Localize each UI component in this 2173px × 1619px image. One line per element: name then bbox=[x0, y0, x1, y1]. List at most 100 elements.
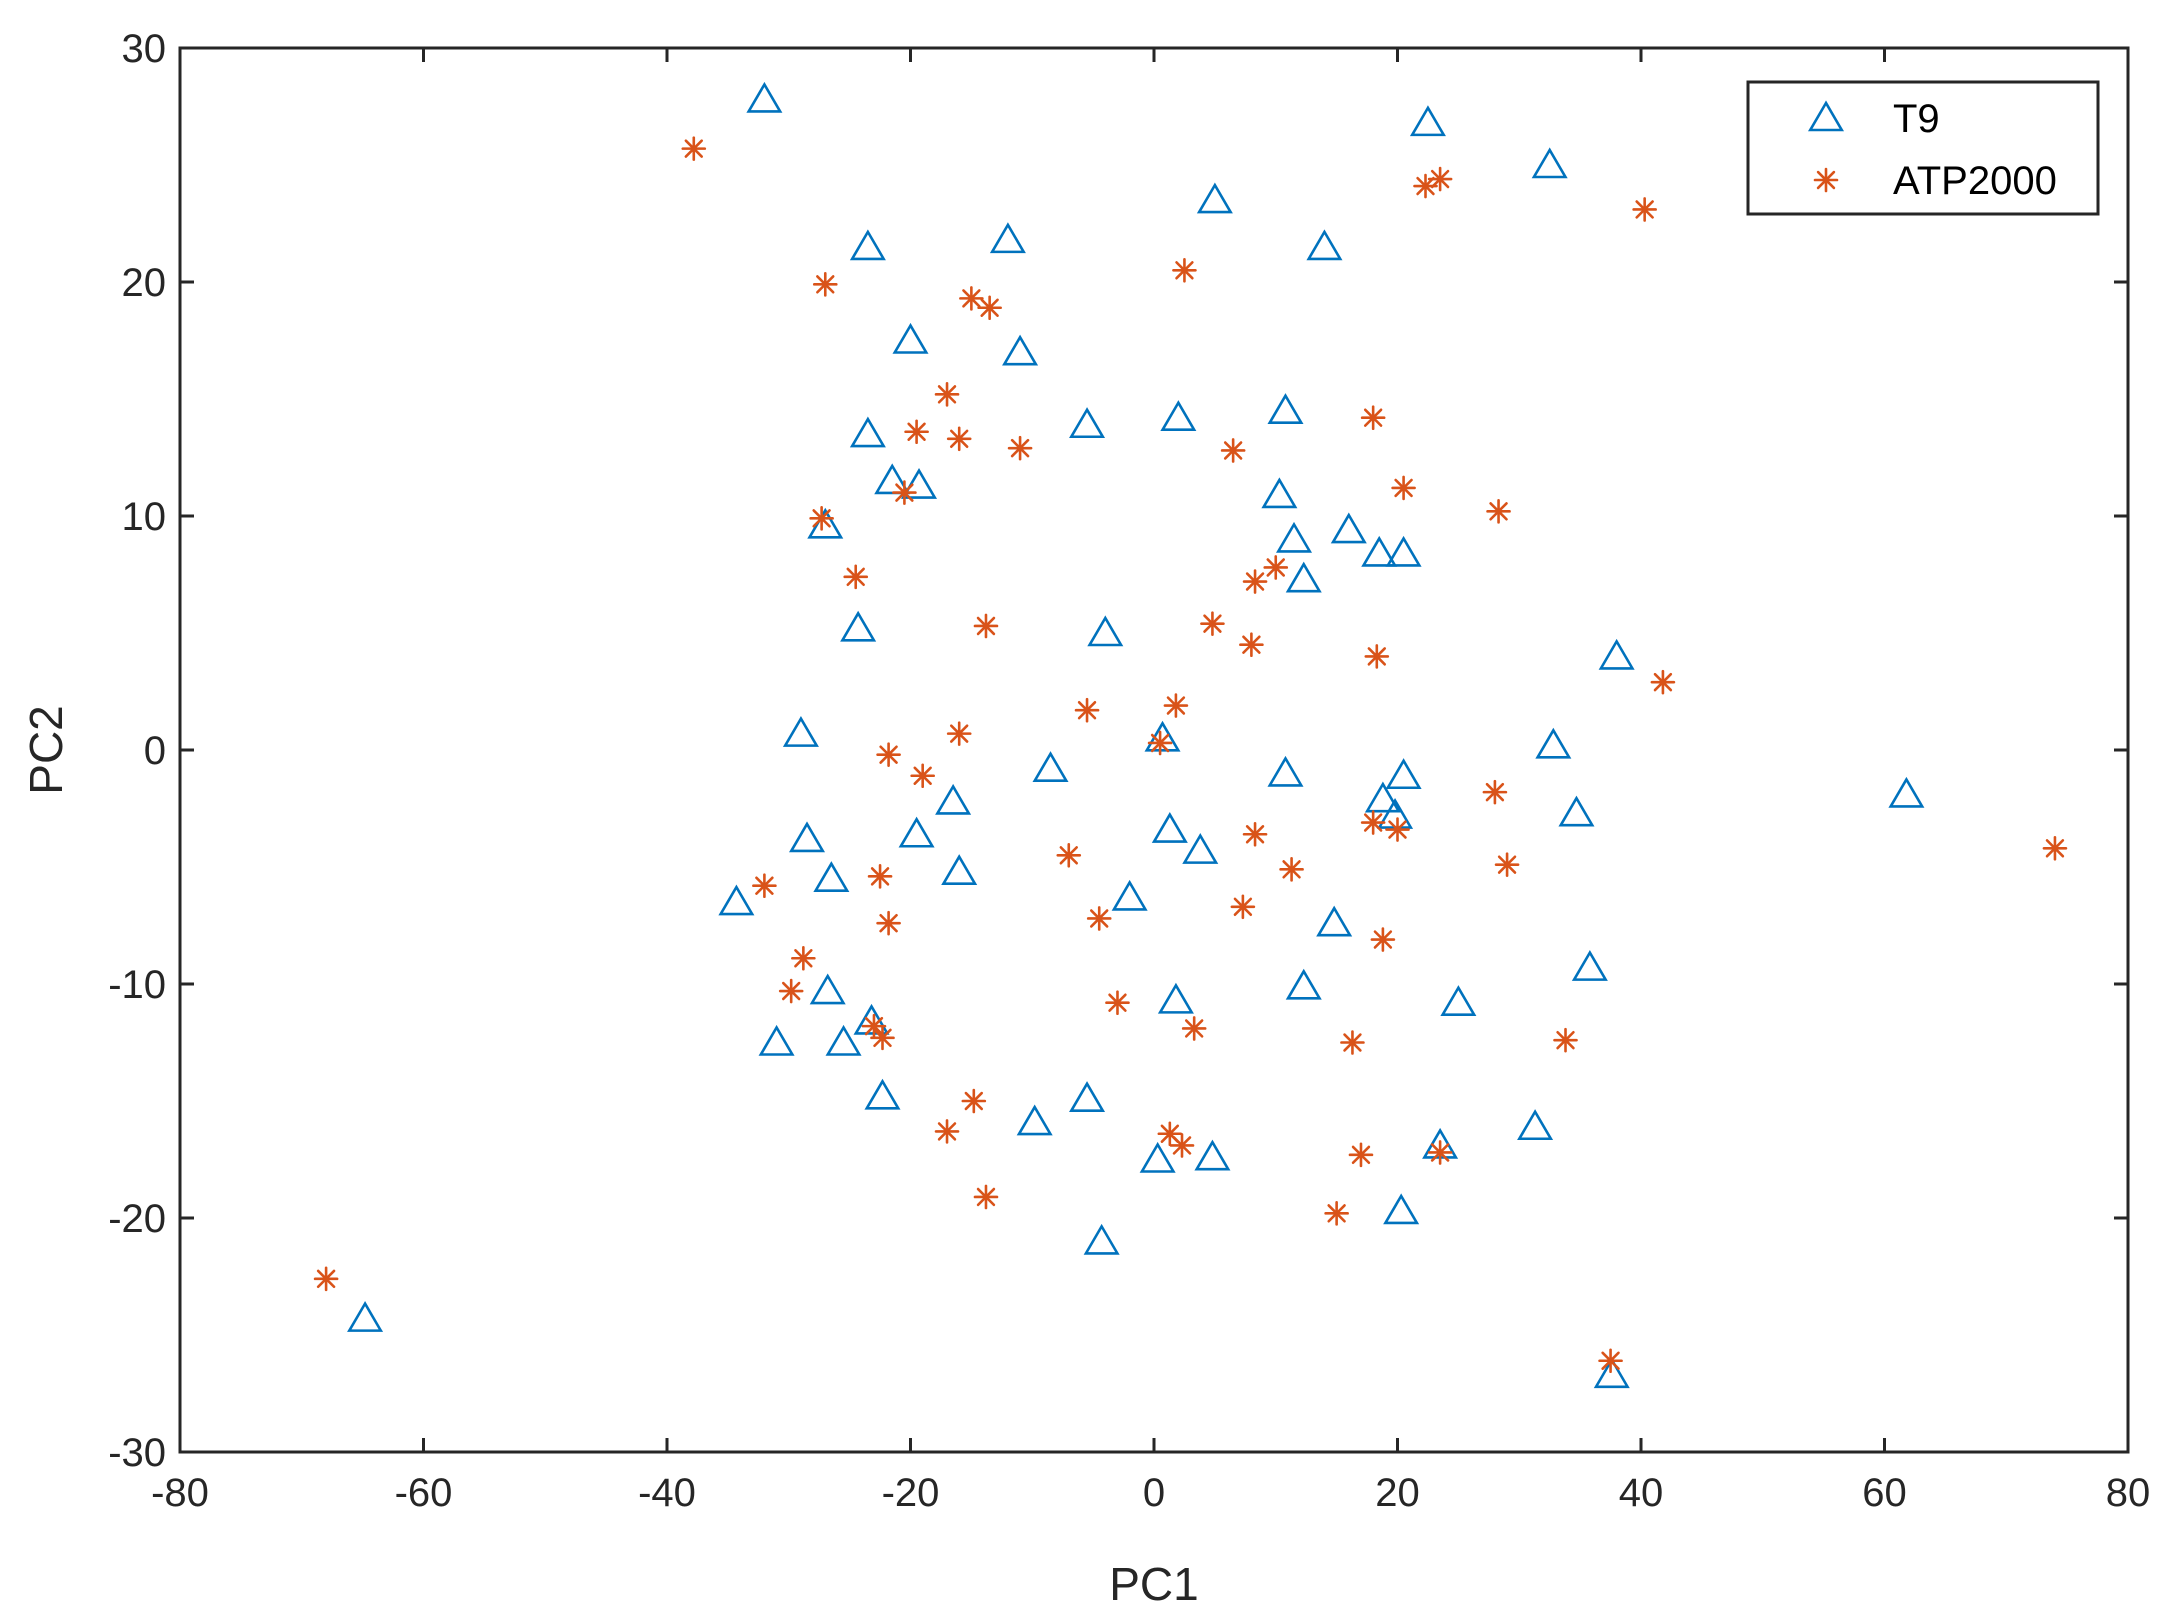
axis-ticks: -80 -60 -40 -20 0 20 40 60 80 -30 -20 -10 0 10 20 30 bbox=[108, 27, 2150, 1515]
data-point-triangle bbox=[1261, 477, 1298, 509]
data-point-triangle bbox=[1267, 755, 1304, 787]
data-point-asterisk bbox=[1220, 438, 1246, 463]
data-point-asterisk bbox=[1239, 632, 1264, 658]
data-point-asterisk bbox=[870, 1025, 895, 1051]
data-point-asterisk bbox=[1360, 810, 1386, 835]
data-point-asterisk bbox=[1324, 1201, 1349, 1226]
data-point-triangle bbox=[1157, 982, 1194, 1014]
data-point-asterisk bbox=[1181, 1016, 1207, 1041]
data-point-asterisk bbox=[1230, 894, 1256, 920]
data-point-triangle bbox=[1182, 833, 1219, 864]
x-axis-label: PC1 bbox=[1109, 1558, 1198, 1610]
data-point-triangle bbox=[1531, 147, 1568, 179]
data-point-asterisk bbox=[861, 1013, 887, 1039]
data-point-triangle bbox=[809, 973, 846, 1005]
data-point-asterisk bbox=[946, 721, 972, 746]
data-point-asterisk bbox=[1413, 173, 1438, 199]
series-1 bbox=[313, 136, 2068, 1374]
data-point-triangle bbox=[1069, 407, 1106, 439]
data-point-asterisk bbox=[1348, 1142, 1374, 1168]
data-point-triangle bbox=[941, 854, 978, 885]
data-point-asterisk bbox=[867, 864, 893, 889]
data-point-triangle bbox=[1267, 393, 1304, 425]
data-point-asterisk bbox=[812, 272, 838, 297]
data-point-triangle bbox=[1139, 1141, 1176, 1173]
data-point-asterisk bbox=[961, 1088, 987, 1114]
data-point-asterisk bbox=[1385, 817, 1410, 842]
data-point-asterisk bbox=[1486, 499, 1511, 524]
x-tick-label: 40 bbox=[1619, 1471, 1664, 1515]
data-point-triangle bbox=[1364, 781, 1401, 813]
data-point-asterisk bbox=[809, 506, 834, 531]
legend-marker-asterisk bbox=[1813, 167, 1839, 193]
data-point-asterisk bbox=[1360, 405, 1386, 431]
data-point-asterisk bbox=[1263, 555, 1289, 580]
data-point-asterisk bbox=[2042, 835, 2068, 861]
data-point-asterisk bbox=[910, 763, 935, 789]
data-point-triangle bbox=[1194, 1139, 1231, 1171]
data-point-asterisk bbox=[1056, 842, 1082, 868]
data-point-asterisk bbox=[959, 286, 984, 311]
data-point-asterisk bbox=[1553, 1027, 1578, 1053]
data-point-asterisk bbox=[1074, 697, 1100, 723]
data-point-triangle bbox=[1385, 758, 1422, 790]
data-point-triangle bbox=[718, 884, 755, 916]
data-point-asterisk bbox=[778, 978, 804, 1004]
data-point-triangle bbox=[989, 222, 1026, 254]
data-point-asterisk bbox=[1632, 197, 1657, 222]
data-point-triangle bbox=[758, 1024, 795, 1056]
legend: T9 ATP2000 bbox=[1746, 80, 2100, 216]
data-point-triangle bbox=[1383, 1193, 1420, 1225]
data-point-asterisk bbox=[313, 1266, 339, 1292]
data-point-asterisk bbox=[1163, 693, 1189, 718]
data-point-triangle bbox=[1016, 1104, 1053, 1136]
data-point-asterisk bbox=[1364, 644, 1390, 669]
data-point-triangle bbox=[1558, 795, 1595, 827]
data-point-asterisk bbox=[1650, 669, 1676, 695]
data-point-triangle bbox=[825, 1024, 862, 1056]
data-point-asterisk bbox=[977, 295, 1002, 321]
data-point-triangle bbox=[892, 322, 929, 354]
data-point-asterisk bbox=[904, 419, 929, 445]
data-point-asterisk bbox=[876, 742, 901, 767]
data-point-triangle bbox=[1285, 561, 1322, 593]
legend-entry-label: T9 bbox=[1893, 97, 1940, 141]
data-point-triangle bbox=[935, 783, 972, 815]
data-point-triangle bbox=[1087, 615, 1124, 647]
data-point-triangle bbox=[813, 861, 850, 893]
data-point-asterisk bbox=[843, 564, 869, 590]
data-point-triangle bbox=[849, 416, 886, 448]
data-point-triangle bbox=[864, 1078, 901, 1110]
data-point-asterisk bbox=[1172, 257, 1197, 283]
data-point-asterisk bbox=[1242, 821, 1268, 847]
data-point-triangle bbox=[1160, 400, 1197, 432]
data-point-triangle bbox=[849, 229, 886, 261]
data-point-asterisk bbox=[1482, 779, 1508, 805]
data-point-asterisk bbox=[934, 382, 960, 407]
data-point-asterisk bbox=[876, 910, 901, 936]
x-tick-label: 0 bbox=[1143, 1471, 1165, 1515]
data-point-triangle bbox=[1151, 811, 1188, 843]
data-point-triangle bbox=[1196, 182, 1233, 214]
data-point-asterisk bbox=[1391, 475, 1416, 501]
data-point-asterisk bbox=[946, 426, 972, 452]
data-point-triangle bbox=[1440, 985, 1477, 1017]
data-point-triangle bbox=[1316, 905, 1353, 937]
x-tick-label: -40 bbox=[638, 1471, 696, 1515]
y-tick-label: -10 bbox=[108, 963, 166, 1007]
data-point-triangle bbox=[1032, 751, 1069, 783]
data-point-asterisk bbox=[1494, 852, 1520, 877]
data-point-asterisk bbox=[973, 613, 999, 639]
data-point-triangle bbox=[1111, 879, 1148, 911]
legend-marker-triangle bbox=[1807, 100, 1845, 132]
x-tick-label: 20 bbox=[1375, 1471, 1420, 1515]
y-axis-label: PC2 bbox=[20, 705, 72, 794]
legend-entry-label: ATP2000 bbox=[1893, 159, 2057, 203]
data-point-asterisk bbox=[681, 136, 707, 161]
data-point-triangle bbox=[1083, 1223, 1120, 1255]
x-tick-label: -80 bbox=[151, 1471, 209, 1515]
data-point-asterisk bbox=[1007, 435, 1033, 461]
data-point-triangle bbox=[782, 716, 819, 747]
y-tick-label: 10 bbox=[122, 495, 167, 539]
